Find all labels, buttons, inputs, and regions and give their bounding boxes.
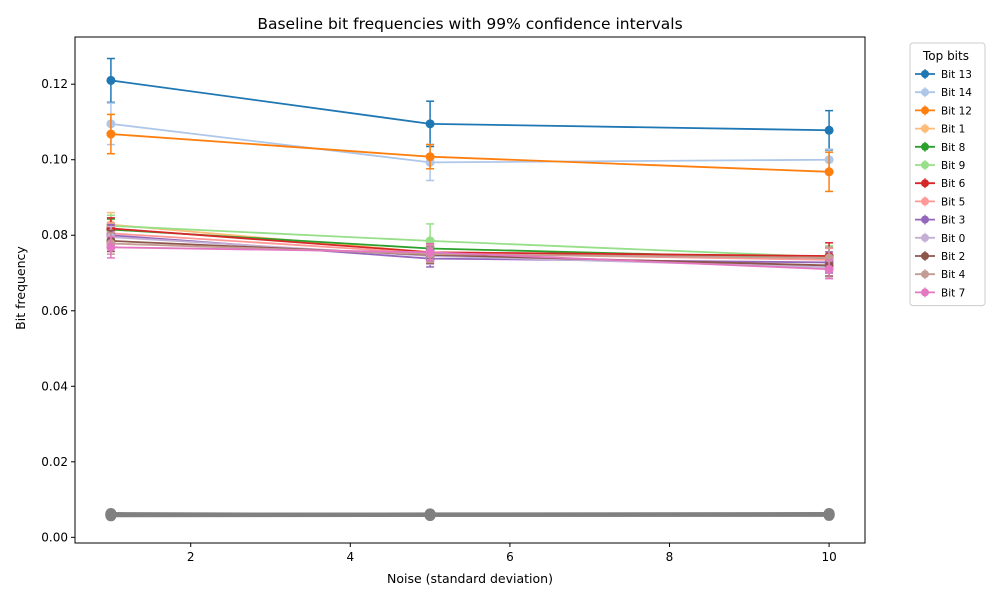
legend-swatch-marker — [921, 216, 929, 224]
y-tick-label: 0.12 — [41, 77, 68, 91]
y-tick-label: 0.10 — [41, 153, 68, 167]
data-point — [426, 152, 435, 161]
legend-title: Top bits — [922, 49, 969, 63]
data-point — [825, 167, 834, 176]
legend-label: Bit 13 — [941, 69, 972, 81]
y-tick-label: 0.08 — [41, 228, 68, 242]
legend-swatch-marker — [921, 252, 929, 260]
x-tick-label: 4 — [346, 550, 354, 564]
legend-label: Bit 7 — [941, 287, 965, 299]
y-axis-label: Bit frequency — [13, 246, 28, 330]
chart-title: Baseline bit frequencies with 99% confid… — [257, 15, 682, 33]
legend: Top bits Bit 13 Bit 14 Bit 12 Bit 1 Bit 8 Bit… — [910, 43, 985, 306]
data-point — [106, 130, 115, 139]
background-series-point — [425, 509, 436, 520]
data-point — [106, 76, 115, 85]
legend-label: Bit 12 — [941, 105, 972, 117]
legend-label: Bit 9 — [941, 160, 965, 172]
legend-swatch-marker — [921, 179, 929, 187]
legend-label: Bit 3 — [941, 215, 965, 227]
legend-swatch-marker — [921, 288, 929, 296]
legend-swatch-marker — [921, 143, 929, 151]
background-series-point — [105, 508, 116, 519]
y-tick-label: 0.04 — [41, 379, 68, 393]
background-series-line — [111, 514, 829, 515]
y-tick-label: 0.02 — [41, 455, 68, 469]
legend-label: Bit 0 — [941, 233, 965, 245]
data-point — [825, 265, 834, 274]
x-axis-label: Noise (standard deviation) — [387, 571, 553, 586]
legend-swatch-marker — [921, 197, 929, 205]
legend-label: Bit 14 — [941, 87, 972, 99]
legend-label: Bit 2 — [941, 251, 965, 263]
legend-label: Bit 8 — [941, 142, 965, 154]
x-tick-label: 2 — [187, 550, 195, 564]
legend-label: Bit 1 — [941, 124, 965, 136]
legend-label: Bit 6 — [941, 178, 966, 190]
y-tick-label: 0.00 — [41, 530, 68, 544]
legend-swatch-marker — [921, 70, 929, 78]
legend-swatch-marker — [921, 106, 929, 114]
x-tick-label: 10 — [821, 550, 836, 564]
x-tick-label: 8 — [666, 550, 674, 564]
data-point — [426, 248, 435, 257]
legend-label: Bit 5 — [941, 196, 965, 208]
data-point — [106, 243, 115, 252]
data-point — [825, 126, 834, 135]
legend-swatch-marker — [921, 88, 929, 96]
legend-label: Bit 4 — [941, 269, 966, 281]
x-tick-label: 6 — [506, 550, 514, 564]
legend-swatch-marker — [921, 161, 929, 169]
legend-swatch-marker — [921, 270, 929, 278]
data-point — [426, 119, 435, 128]
background-series-point — [824, 508, 835, 519]
legend-swatch-marker — [921, 125, 929, 133]
y-tick-label: 0.06 — [41, 304, 68, 318]
legend-swatch-marker — [921, 234, 929, 242]
legend-box — [910, 43, 985, 306]
